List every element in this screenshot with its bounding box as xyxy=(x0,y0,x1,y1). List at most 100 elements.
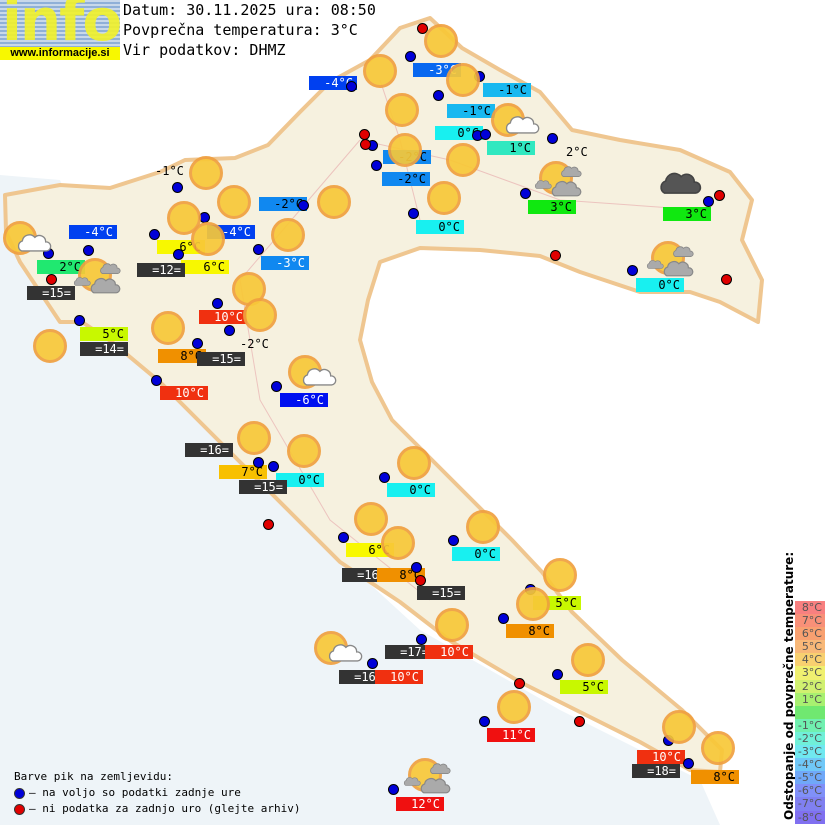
station-dot-no-data[interactable] xyxy=(550,250,561,261)
station-dot-current[interactable] xyxy=(520,188,531,199)
station-dot-current[interactable] xyxy=(253,457,264,468)
temperature-label[interactable]: 0°C xyxy=(387,483,435,497)
station-dot-current[interactable] xyxy=(388,784,399,795)
cloud-icon xyxy=(99,259,121,278)
station-dot-current[interactable] xyxy=(224,325,235,336)
station-dot-current[interactable] xyxy=(703,196,714,207)
sun-icon xyxy=(237,421,271,455)
sun-icon xyxy=(191,222,225,256)
station-dot-current[interactable] xyxy=(173,249,184,260)
temperature-label[interactable]: 10°C xyxy=(425,645,473,659)
site-logo[interactable]: info www.informacije.si xyxy=(0,0,120,60)
temperature-label[interactable]: -1°C xyxy=(483,83,531,97)
temperature-label[interactable]: -6°C xyxy=(280,393,328,407)
station-dot-current[interactable] xyxy=(405,51,416,62)
temperature-label[interactable]: 2°C xyxy=(566,145,588,159)
sun-icon xyxy=(189,156,223,190)
station-dot-current[interactable] xyxy=(416,634,427,645)
station-dot-current[interactable] xyxy=(212,298,223,309)
temperature-label[interactable]: -2°C xyxy=(259,197,307,211)
station-dot-current[interactable] xyxy=(74,315,85,326)
station-dot-no-data[interactable] xyxy=(415,575,426,586)
station-dot-current[interactable] xyxy=(480,129,491,140)
temperature-label[interactable]: 10°C xyxy=(637,750,685,764)
station-dot-current[interactable] xyxy=(479,716,490,727)
temperature-label[interactable]: 8°C xyxy=(506,624,554,638)
station-dot-current[interactable] xyxy=(498,613,509,624)
station-dot-current[interactable] xyxy=(552,669,563,680)
temperature-label[interactable]: 0°C xyxy=(636,278,684,292)
station-dot-current[interactable] xyxy=(338,532,349,543)
station-dot-no-data[interactable] xyxy=(263,519,274,530)
temperature-label[interactable]: 11°C xyxy=(487,728,535,742)
temperature-label[interactable]: =18= xyxy=(632,764,680,778)
station-dot-no-data[interactable] xyxy=(514,678,525,689)
station-dot-current[interactable] xyxy=(151,375,162,386)
temperature-label[interactable]: =16= xyxy=(185,443,233,457)
temperature-label[interactable]: 6°C xyxy=(181,260,229,274)
temperature-label[interactable]: =15= xyxy=(27,286,75,300)
sun-icon xyxy=(424,24,458,58)
temperature-label[interactable]: =15= xyxy=(417,586,465,600)
sun-icon xyxy=(516,587,550,621)
temperature-label[interactable]: =15= xyxy=(197,352,245,366)
station-dot-current[interactable] xyxy=(192,338,203,349)
temperature-label[interactable]: 5°C xyxy=(80,327,128,341)
station-dot-current[interactable] xyxy=(172,182,183,193)
station-dot-current[interactable] xyxy=(411,562,422,573)
station-dot-current[interactable] xyxy=(271,381,282,392)
temperature-label[interactable]: 7°C xyxy=(219,465,267,479)
temperature-label[interactable]: -4°C xyxy=(309,76,357,90)
station-dot-current[interactable] xyxy=(367,658,378,669)
station-dot-current[interactable] xyxy=(547,133,558,144)
cloud-icon xyxy=(327,642,363,666)
station-dot-no-data[interactable] xyxy=(714,190,725,201)
blue-dot-icon xyxy=(14,787,25,799)
station-dot-no-data[interactable] xyxy=(721,274,732,285)
temperature-label[interactable]: 8°C xyxy=(158,349,206,363)
temperature-label[interactable]: =12= xyxy=(137,263,185,277)
temperature-label[interactable]: 1°C xyxy=(487,141,535,155)
temperature-label[interactable]: -2°C xyxy=(240,337,269,351)
station-dot-no-data[interactable] xyxy=(46,274,57,285)
temperature-label[interactable]: -2°C xyxy=(382,172,430,186)
temperature-label[interactable]: 3°C xyxy=(528,200,576,214)
station-dot-current[interactable] xyxy=(448,535,459,546)
temperature-label[interactable]: -1°C xyxy=(155,164,184,178)
station-dot-current[interactable] xyxy=(683,758,694,769)
station-dot-current[interactable] xyxy=(371,160,382,171)
temperature-label[interactable]: 2°C xyxy=(37,260,85,274)
scale-step: 8°C xyxy=(795,601,825,615)
station-dot-current[interactable] xyxy=(253,244,264,255)
station-dot-current[interactable] xyxy=(149,229,160,240)
scale-step: -5°C xyxy=(795,771,825,785)
temperature-label[interactable]: 0°C xyxy=(416,220,464,234)
station-dot-no-data[interactable] xyxy=(574,716,585,727)
temperature-label[interactable]: =17= xyxy=(385,645,433,659)
station-dot-no-data[interactable] xyxy=(360,139,371,150)
station-dot-current[interactable] xyxy=(379,472,390,483)
temperature-label[interactable]: 10°C xyxy=(199,310,247,324)
station-dot-current[interactable] xyxy=(268,461,279,472)
temperature-label[interactable]: =14= xyxy=(80,342,128,356)
logo-url[interactable]: www.informacije.si xyxy=(0,47,120,60)
station-dot-current[interactable] xyxy=(346,81,357,92)
temperature-label[interactable]: 0°C xyxy=(276,473,324,487)
temperature-label[interactable]: -4°C xyxy=(69,225,117,239)
temperature-label[interactable]: =15= xyxy=(239,480,287,494)
temperature-label[interactable]: 0°C xyxy=(452,547,500,561)
temperature-label[interactable]: 10°C xyxy=(375,670,423,684)
station-dot-current[interactable] xyxy=(627,265,638,276)
station-dot-current[interactable] xyxy=(408,208,419,219)
temperature-label[interactable]: 12°C xyxy=(396,797,444,811)
temperature-label[interactable]: 5°C xyxy=(560,680,608,694)
station-dot-current[interactable] xyxy=(83,245,94,256)
temperature-label[interactable]: 3°C xyxy=(663,207,711,221)
temperature-label[interactable]: -1°C xyxy=(447,104,495,118)
station-dot-current[interactable] xyxy=(433,90,444,101)
temperature-label[interactable]: 10°C xyxy=(160,386,208,400)
temperature-label[interactable]: -3°C xyxy=(261,256,309,270)
station-dot-current[interactable] xyxy=(298,200,309,211)
temperature-label[interactable]: 8°C xyxy=(691,770,739,784)
